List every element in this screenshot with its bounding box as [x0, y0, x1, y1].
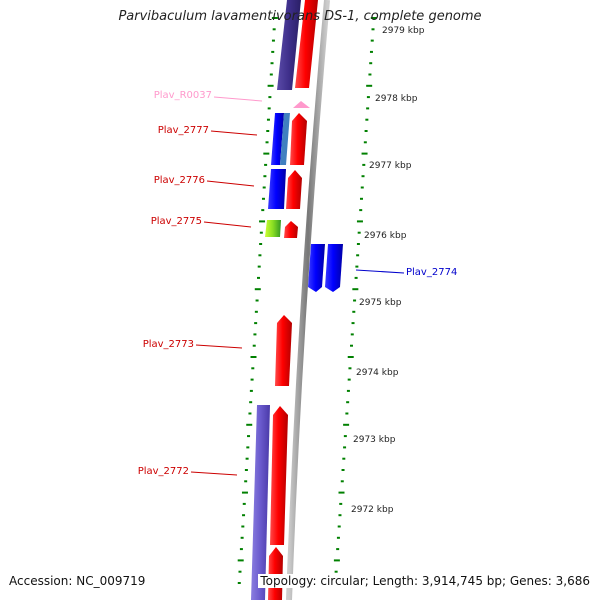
scale-label: 2974 kbp [356, 368, 399, 378]
gene-label-plav-2774[interactable]: Plav_2774 [406, 267, 457, 278]
scale-label: 2978 kbp [375, 94, 418, 104]
tick-marks [237, 17, 377, 584]
gene-label-plav-2775[interactable]: Plav_2775 [151, 216, 202, 227]
gene-label-plav-2772[interactable]: Plav_2772 [138, 466, 189, 477]
accession-text: Accession: NC_009719 [7, 574, 148, 588]
gene-arrow-reverse [271, 113, 284, 165]
gene-arrow-plav-2774 [325, 244, 343, 292]
gene-arrow-plav-2772 [270, 406, 288, 545]
gene-arrow-reverse [280, 113, 290, 165]
gene-arrow-plav-2775-partner [265, 220, 281, 237]
gene-arrow-plav-2774 [308, 244, 325, 292]
gene-label-plav-2773[interactable]: Plav_2773 [143, 339, 194, 350]
scale-label: 2972 kbp [351, 505, 394, 515]
orf-track-segment [277, 0, 301, 90]
gene-arrow-reverse [268, 169, 286, 209]
scale-label: 2973 kbp [353, 435, 396, 445]
scale-labels: 2979 kbp 2978 kbp 2977 kbp 2976 kbp 2975 kbp… [351, 26, 425, 515]
leader-line-plav-2776 [206, 180, 255, 187]
topology-text: Topology: circular; Length: 3,914,745 bp… [258, 574, 592, 588]
scale-label: 2977 kbp [369, 161, 412, 171]
scale-label: 2976 kbp [364, 231, 407, 241]
gene-label-plav-2777[interactable]: Plav_2777 [158, 125, 209, 136]
genome-backbone [286, 0, 330, 601]
gene-arrow-plav-r0037 [293, 101, 310, 108]
gene-arrow-plav-2776 [286, 170, 302, 209]
scale-label: 2975 kbp [359, 298, 402, 308]
leader-line-plav-2772 [190, 471, 238, 476]
orf-track-segment [251, 405, 270, 600]
leader-line-plav-2773 [195, 344, 243, 349]
gene-labels: Plav_R0037 Plav_2777 Plav_2776 Plav_2775 Pla… [138, 90, 458, 477]
gene-label-plav-2776[interactable]: Plav_2776 [154, 175, 205, 186]
leader-line-plav-2777 [210, 130, 258, 136]
leader-line-plav-2775 [203, 221, 252, 228]
gene-arrow-plav-2773 [275, 315, 292, 386]
leader-line-plav-2774 [355, 269, 405, 274]
gene-arrow-plav-2777 [290, 113, 307, 165]
leader-line-plav-r0037 [213, 96, 263, 102]
gene-arrow-plav-2775 [284, 221, 298, 238]
gene-label-plav-r0037[interactable]: Plav_R0037 [154, 90, 212, 101]
scale-label: 2979 kbp [382, 26, 425, 36]
gene-arrow-forward [295, 0, 318, 88]
map-title: Parvibaculum lavamentivorans DS-1, compl… [118, 9, 482, 24]
